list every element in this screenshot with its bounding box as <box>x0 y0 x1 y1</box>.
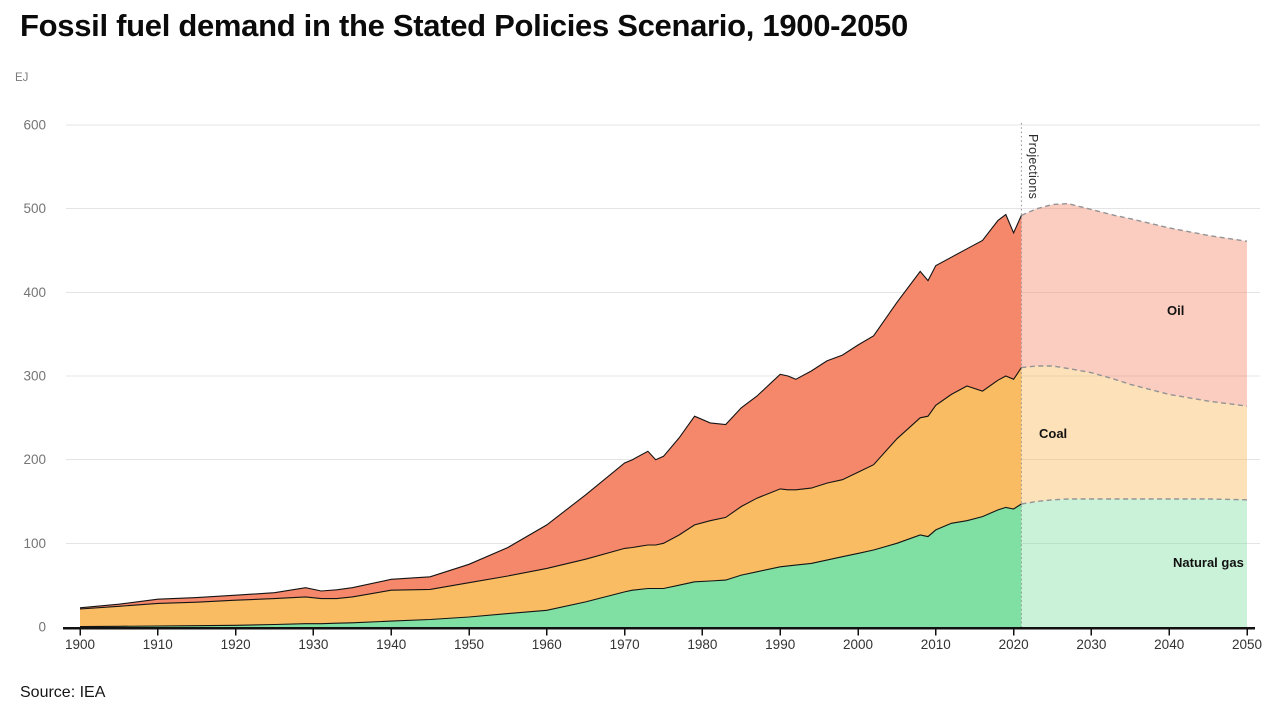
natural-gas-boundary-historical <box>79 503 1022 628</box>
x-tick-label: 2040 <box>1154 637 1184 652</box>
natural-gas-series-label: Natural gas <box>1173 555 1244 570</box>
x-tick-label: 1940 <box>376 637 406 652</box>
oil-boundary-projection <box>1021 202 1248 242</box>
x-tick-label: 2010 <box>921 637 951 652</box>
x-tick-label: 1910 <box>143 637 173 652</box>
y-tick-label: 0 <box>38 620 46 635</box>
x-tick-label: 1950 <box>454 637 484 652</box>
coal-boundary-historical <box>79 367 1022 610</box>
x-tick-label: 2000 <box>843 637 873 652</box>
x-tick-label: 1900 <box>65 637 95 652</box>
natural-gas-area-projection <box>1021 499 1247 627</box>
coal-area-historical <box>80 367 1022 627</box>
y-tick-label: 600 <box>23 118 46 133</box>
x-tick-label: 1990 <box>765 637 795 652</box>
source-caption: Source: IEA <box>20 684 106 701</box>
coal-boundary-projection <box>1021 365 1248 407</box>
x-tick-label: 1960 <box>532 637 562 652</box>
x-tick-label: 2050 <box>1232 637 1262 652</box>
y-tick-label: 200 <box>23 452 46 467</box>
y-tick-label: 400 <box>23 285 46 300</box>
x-tick-label: 2020 <box>999 637 1029 652</box>
y-tick-label: 500 <box>23 201 46 216</box>
chart-title: Fossil fuel demand in the Stated Policie… <box>20 8 908 43</box>
x-tick-label: 2030 <box>1076 637 1106 652</box>
x-tick-label: 1970 <box>610 637 640 652</box>
oil-area-historical <box>80 214 1022 609</box>
y-tick-label: 300 <box>23 369 46 384</box>
oil-area-projection <box>1021 203 1247 407</box>
y-tick-label: 100 <box>23 536 46 551</box>
x-tick-label: 1930 <box>298 637 328 652</box>
y-axis-unit-label: EJ <box>15 72 29 84</box>
x-tick-label: 1980 <box>687 637 717 652</box>
projections-annotation: Projections <box>1026 134 1040 200</box>
coal-series-label: Coal <box>1039 426 1068 441</box>
x-tick-label: 1920 <box>221 637 251 652</box>
coal-area-projection <box>1021 366 1247 504</box>
oil-series-label: Oil <box>1167 303 1185 318</box>
natural-gas-area-historical <box>80 504 1022 627</box>
oil-boundary-historical <box>79 213 1022 609</box>
